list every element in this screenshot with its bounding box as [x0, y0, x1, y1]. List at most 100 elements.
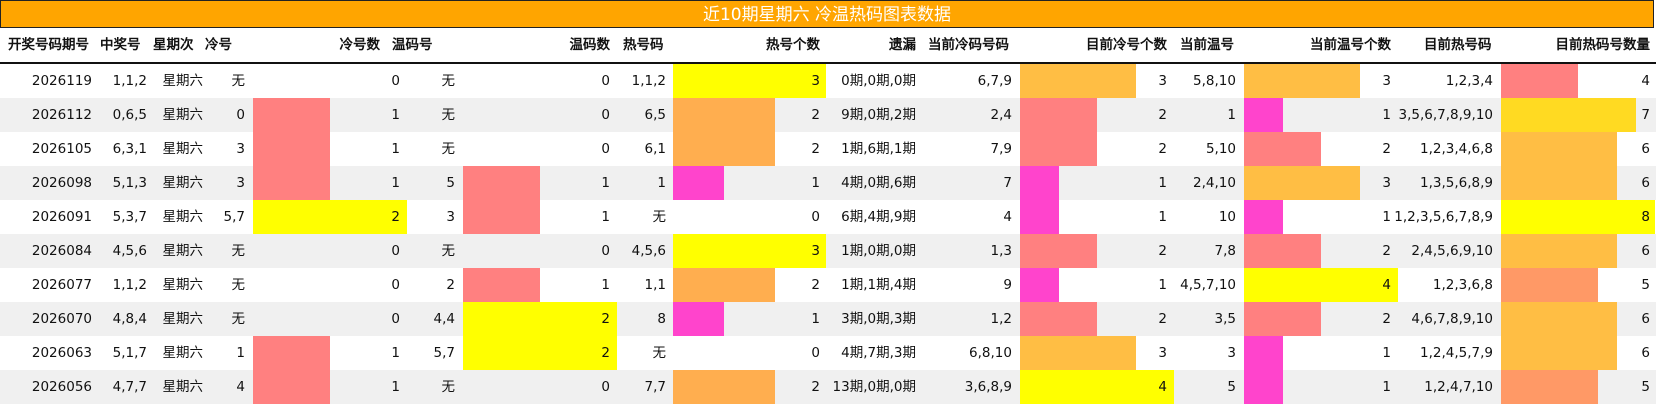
warm-count-cell: 0: [601, 73, 610, 89]
hot-count-bar: [673, 370, 775, 404]
header-cold-count: 冷号数: [339, 37, 381, 53]
issue-cell: 2026119: [31, 73, 92, 89]
weekday-cell: 星期六: [162, 345, 204, 361]
cold-cell: 0: [236, 107, 245, 123]
cur-hot-count-bar: [1501, 268, 1598, 302]
hot-count-cell: 1: [811, 311, 820, 327]
cur-warm-count-cell: 3: [1382, 73, 1391, 89]
winning-cell: 4,7,7: [112, 379, 147, 395]
hot-count-cell: 0: [811, 209, 820, 225]
hot-count-bar: [673, 64, 826, 98]
cur-warm-count-cell: 1: [1382, 379, 1391, 395]
hot-count-cell: 3: [811, 243, 820, 259]
cur-hot-cell: 2,4,5,6,9,10: [1411, 243, 1493, 259]
cold-count-cell: 1: [391, 175, 400, 191]
hot-count-cell: 1: [811, 175, 820, 191]
hot-cell: 1,1: [644, 277, 666, 293]
warm-cell: 2: [446, 277, 455, 293]
cold-cell: 无: [231, 277, 246, 293]
table-row: 2026098 5,1,3 星期六 3 1 5 1 1 1 4期,0期,6期 7 1 2,4,10 3 1,…: [0, 166, 1656, 200]
weekday-cell: 星期六: [162, 175, 204, 191]
hot-cell: 1: [657, 175, 666, 191]
miss-cell: 1期,0期,0期: [841, 243, 916, 259]
header-issue: 开奖号码期号: [8, 37, 89, 53]
cur-cold-count-cell: 1: [1158, 209, 1167, 225]
hot-cell: 6,1: [644, 141, 666, 157]
cur-hot-cell: 1,2,3,5,6,7,8,9: [1394, 209, 1493, 225]
hot-count-bar: [673, 132, 775, 166]
cur-cold-count-bar: [1020, 370, 1174, 404]
cur-hot-cell: 1,2,4,5,7,9: [1420, 345, 1493, 361]
warm-count-bar: [463, 166, 540, 200]
cold-count-cell: 1: [391, 141, 400, 157]
cur-cold-count-cell: 2: [1158, 311, 1167, 327]
cur-warm-cell: 10: [1218, 209, 1236, 225]
miss-cell: 0期,0期,0期: [841, 73, 916, 89]
header-cur-hot-count: 目前热码号数量: [1555, 37, 1651, 53]
winning-cell: 1,1,2: [112, 277, 147, 293]
hot-count-bar: [673, 98, 775, 132]
cur-cold-count-cell: 2: [1158, 107, 1167, 123]
cold-cell: 1: [236, 345, 245, 361]
miss-cell: 13期,0期,0期: [832, 379, 916, 395]
cur-warm-count-cell: 2: [1382, 243, 1391, 259]
table-row: 2026063 5,1,7 星期六 1 1 5,7 2 无 0 4期,7期,3期 6,8,10 3 3 1…: [0, 336, 1656, 370]
cur-cold-count-cell: 1: [1158, 277, 1167, 293]
cold-count-cell: 0: [391, 277, 400, 293]
miss-cell: 3期,0期,3期: [841, 311, 916, 327]
warm-cell: 无: [441, 141, 456, 157]
header-hot: 热号码: [623, 37, 664, 53]
cur-cold-count-bar: [1020, 234, 1097, 268]
cold-count-cell: 1: [391, 379, 400, 395]
warm-count-bar: [463, 336, 617, 370]
winning-cell: 4,8,4: [112, 311, 147, 327]
table-row: 2026070 4,8,4 星期六 无 0 4,4 2 8 1 3期,0期,3期 1,2 2 3,5 2 4…: [0, 302, 1656, 336]
cur-hot-count-cell: 6: [1641, 243, 1650, 259]
cur-hot-cell: 1,2,4,7,10: [1424, 379, 1493, 395]
cur-cold-count-cell: 4: [1158, 379, 1167, 395]
miss-cell: 6期,4期,9期: [841, 209, 916, 225]
cur-warm-cell: 2,4,10: [1193, 175, 1236, 191]
weekday-cell: 星期六: [162, 277, 204, 293]
warm-count-cell: 0: [601, 107, 610, 123]
hot-cell: 4,5,6: [631, 243, 666, 259]
cur-hot-count-cell: 8: [1641, 209, 1650, 225]
cur-hot-count-cell: 6: [1641, 311, 1650, 327]
header-cur-warm-count: 当前温号个数: [1310, 37, 1391, 53]
warm-cell: 无: [441, 107, 456, 123]
cur-hot-cell: 1,2,3,4,6,8: [1420, 141, 1493, 157]
weekday-cell: 星期六: [162, 73, 204, 89]
cur-warm-count-cell: 4: [1382, 277, 1391, 293]
header-cur-warm: 当前温号: [1180, 37, 1234, 53]
cold-cell: 3: [236, 175, 245, 191]
cur-warm-count-bar: [1244, 200, 1283, 234]
hot-count-cell: 0: [811, 345, 820, 361]
cold-cell: 5,7: [223, 209, 245, 225]
cold-cell: 无: [231, 311, 246, 327]
miss-cell: 1期,1期,4期: [841, 277, 916, 293]
cold-count-cell: 1: [391, 107, 400, 123]
warm-count-bar: [463, 200, 540, 234]
cur-hot-cell: 3,5,6,7,8,9,10: [1398, 107, 1493, 123]
issue-cell: 2026091: [31, 209, 92, 225]
cold-cell: 无: [231, 243, 246, 259]
header-cur-cold-count: 目前冷号个数: [1086, 37, 1167, 53]
cur-cold-cell: 9: [1003, 277, 1012, 293]
cur-cold-count-cell: 3: [1158, 345, 1167, 361]
cur-hot-count-cell: 6: [1641, 175, 1650, 191]
cur-hot-cell: 1,2,3,6,8: [1432, 277, 1493, 293]
cur-cold-cell: 3,6,8,9: [964, 379, 1012, 395]
weekday-cell: 星期六: [162, 311, 204, 327]
hot-count-cell: 2: [811, 379, 820, 395]
cur-hot-count-bar: [1501, 166, 1617, 200]
winning-cell: 5,1,3: [112, 175, 147, 191]
cur-warm-cell: 5,10: [1205, 141, 1236, 157]
cur-warm-count-cell: 2: [1382, 311, 1391, 327]
winning-cell: 5,3,7: [112, 209, 147, 225]
warm-count-cell: 2: [601, 345, 610, 361]
hot-cell: 8: [657, 311, 666, 327]
header-hot-count: 热号个数: [766, 37, 820, 53]
warm-cell: 4,4: [433, 311, 455, 327]
miss-cell: 4期,7期,3期: [841, 345, 916, 361]
cur-warm-count-cell: 1: [1382, 107, 1391, 123]
